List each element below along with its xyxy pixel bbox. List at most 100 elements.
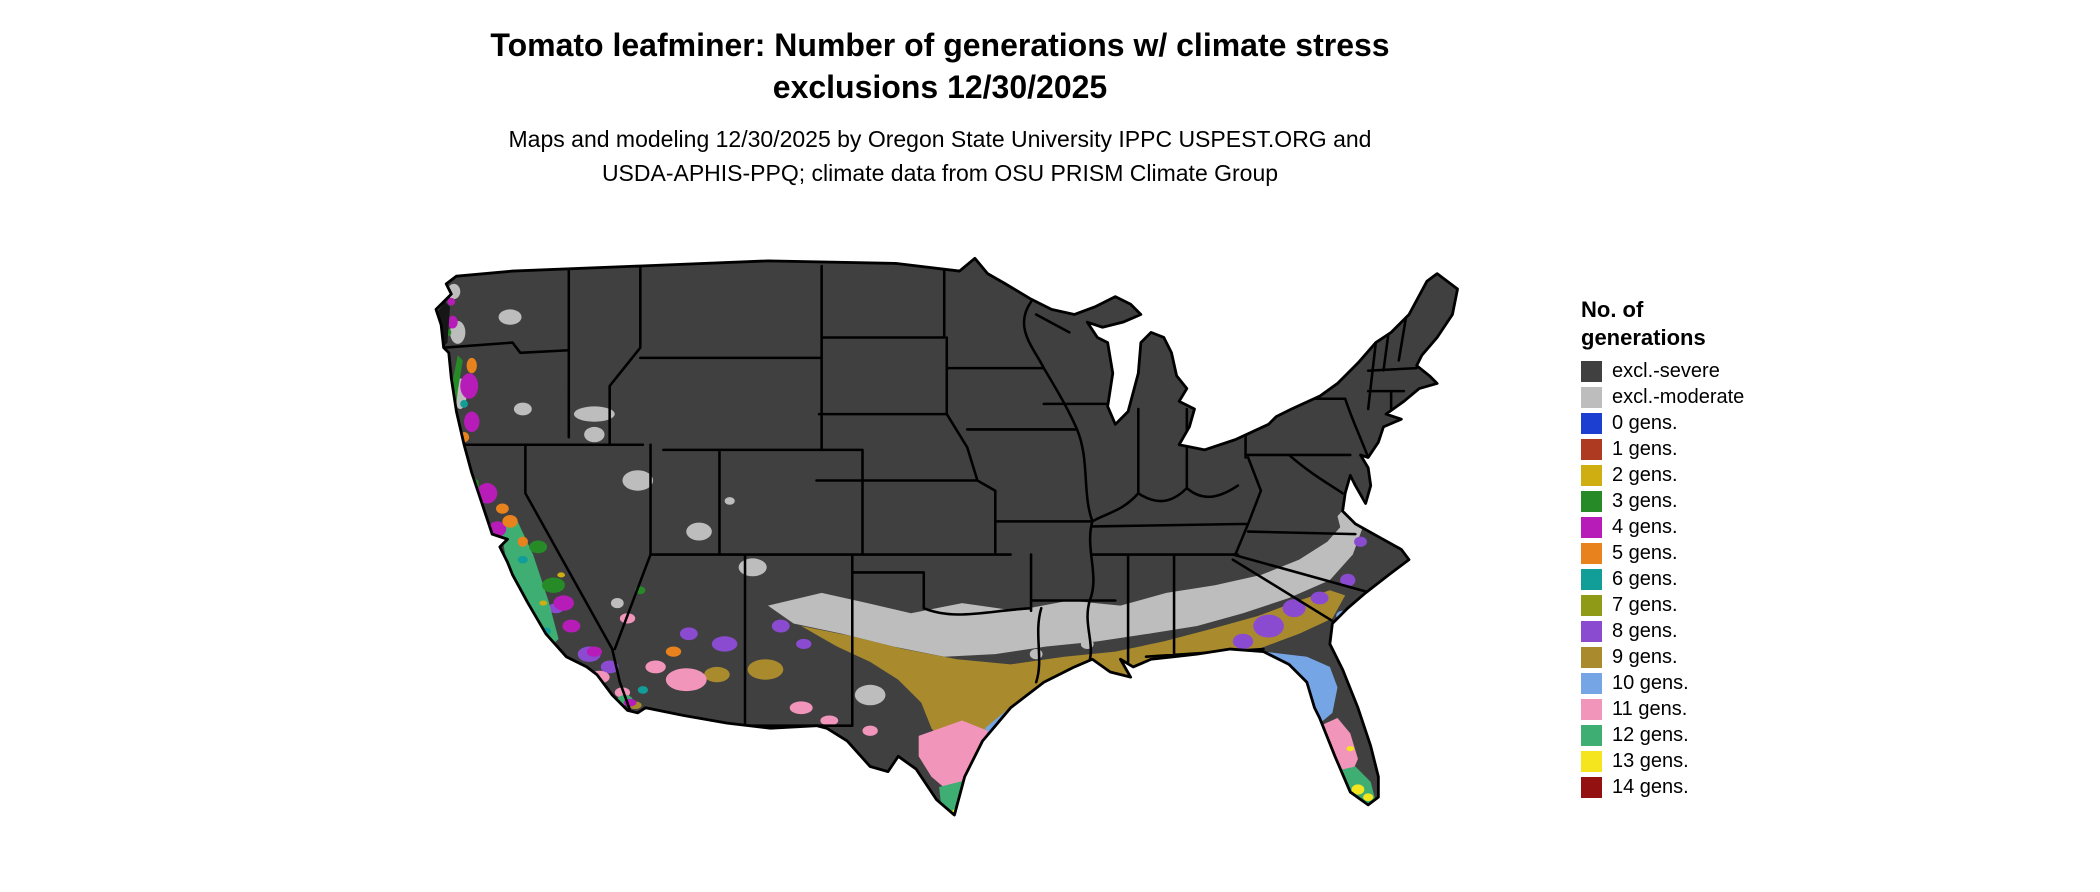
figure-subtitle-line2: USDA-APHIS-PPQ; climate data from OSU PR… xyxy=(601,160,1279,186)
legend-item: 1 gens. xyxy=(1581,438,1861,460)
legend-item-label: 5 gens. xyxy=(1612,542,1678,564)
legend-item: excl.-moderate xyxy=(1581,386,1861,408)
map-patch xyxy=(600,660,619,674)
map-patch xyxy=(513,402,532,416)
map-patch xyxy=(854,684,886,706)
legend-item: 11 gens. xyxy=(1581,698,1861,720)
legend-item-label: 8 gens. xyxy=(1612,620,1678,642)
map-patch xyxy=(724,497,735,505)
map-patch xyxy=(665,646,682,657)
legend-swatch xyxy=(1581,595,1602,616)
legend-item-label: 4 gens. xyxy=(1612,516,1678,538)
figure-subtitle: Maps and modeling 12/30/2025 by Oregon S… xyxy=(0,122,1880,190)
map-patch xyxy=(862,725,878,736)
legend-item: 8 gens. xyxy=(1581,620,1861,642)
legend-item: 7 gens. xyxy=(1581,594,1861,616)
map-patch xyxy=(1368,804,1379,810)
map-patch xyxy=(1310,591,1329,605)
map-patch xyxy=(571,666,587,678)
region-gens4 xyxy=(447,297,637,707)
map-patch xyxy=(939,779,980,816)
map-patch xyxy=(1363,793,1374,801)
map-patch xyxy=(1340,573,1356,587)
map-patch xyxy=(517,555,528,564)
legend-swatch xyxy=(1581,699,1602,720)
us-outline xyxy=(434,256,1459,817)
map-patch xyxy=(1351,512,1360,521)
legend-item: 4 gens. xyxy=(1581,516,1861,538)
figure-title-line1: Tomato leafminer: Number of generations … xyxy=(490,27,1390,63)
map-patch xyxy=(1232,633,1254,650)
legend-item-label: 6 gens. xyxy=(1612,568,1678,590)
map-patch xyxy=(517,536,528,547)
map-patch xyxy=(498,309,522,325)
legend-item: 5 gens. xyxy=(1581,542,1861,564)
map-patch xyxy=(541,577,565,593)
legend-item-label: 2 gens. xyxy=(1612,464,1678,486)
map-patch xyxy=(665,668,707,692)
map-patch xyxy=(645,660,666,674)
legend-item-label: excl.-moderate xyxy=(1612,386,1745,408)
map-patch xyxy=(1029,649,1043,660)
map-patch xyxy=(789,701,813,715)
map-patch xyxy=(704,666,730,683)
legend-item: 2 gens. xyxy=(1581,464,1861,486)
legend-item-label: 7 gens. xyxy=(1612,594,1678,616)
legend-swatch xyxy=(1581,543,1602,564)
legend-item: 3 gens. xyxy=(1581,490,1861,512)
map-patch xyxy=(447,297,456,306)
map-patch xyxy=(466,357,477,374)
region-gens2 xyxy=(539,572,565,606)
us-map-svg xyxy=(434,256,1459,817)
map-patch xyxy=(610,597,624,609)
legend-swatch xyxy=(1581,777,1602,798)
map-patch xyxy=(460,373,479,399)
legend-item-label: 3 gens. xyxy=(1612,490,1678,512)
map-patch xyxy=(464,411,480,432)
legend-item-label: excl.-severe xyxy=(1612,360,1720,382)
map-patch xyxy=(1359,508,1372,519)
region-gens8 xyxy=(548,508,1372,674)
legend-swatch xyxy=(1581,751,1602,772)
legend-items: excl.-severe excl.-moderate 0 gens. 1 ge… xyxy=(1581,360,1861,798)
map-patch xyxy=(768,518,1364,657)
legend-swatch xyxy=(1581,647,1602,668)
legend-item: 6 gens. xyxy=(1581,568,1861,590)
legend-title-line1: No. of xyxy=(1581,297,1644,322)
figure-header: Tomato leafminer: Number of generations … xyxy=(0,24,1880,190)
legend-swatch xyxy=(1581,413,1602,434)
legend-item: 12 gens. xyxy=(1581,724,1861,746)
map-patch xyxy=(573,406,615,422)
legend-swatch xyxy=(1581,569,1602,590)
legend-item-label: 14 gens. xyxy=(1612,776,1689,798)
map-patch xyxy=(796,638,812,650)
map-patch xyxy=(1282,599,1306,618)
map-patch xyxy=(820,715,839,726)
map-patch xyxy=(557,572,565,578)
figure-title-line2: exclusions 12/30/2025 xyxy=(772,69,1108,105)
map-fill-layers xyxy=(436,258,1458,816)
legend-swatch xyxy=(1581,517,1602,538)
legend-swatch xyxy=(1581,725,1602,746)
map-patch xyxy=(747,659,784,680)
legend-title-line2: generations xyxy=(1581,325,1706,350)
map-patch xyxy=(1354,536,1367,547)
map-patch xyxy=(562,619,581,633)
map-patch xyxy=(738,558,767,577)
map-patch xyxy=(1351,784,1365,795)
map-patch xyxy=(1253,614,1284,638)
map-patch xyxy=(460,400,468,408)
legend-swatch xyxy=(1581,387,1602,408)
us-map xyxy=(308,220,1560,884)
map-patch xyxy=(686,522,712,541)
legend-item: 13 gens. xyxy=(1581,750,1861,772)
legend-swatch xyxy=(1581,361,1602,382)
map-patch xyxy=(1346,746,1355,752)
legend-item: excl.-severe xyxy=(1581,360,1861,382)
legend-item: 9 gens. xyxy=(1581,646,1861,668)
map-patch xyxy=(496,503,509,514)
map-patch xyxy=(499,516,559,652)
map-patch xyxy=(553,595,574,611)
legend-item-label: 9 gens. xyxy=(1612,646,1678,668)
